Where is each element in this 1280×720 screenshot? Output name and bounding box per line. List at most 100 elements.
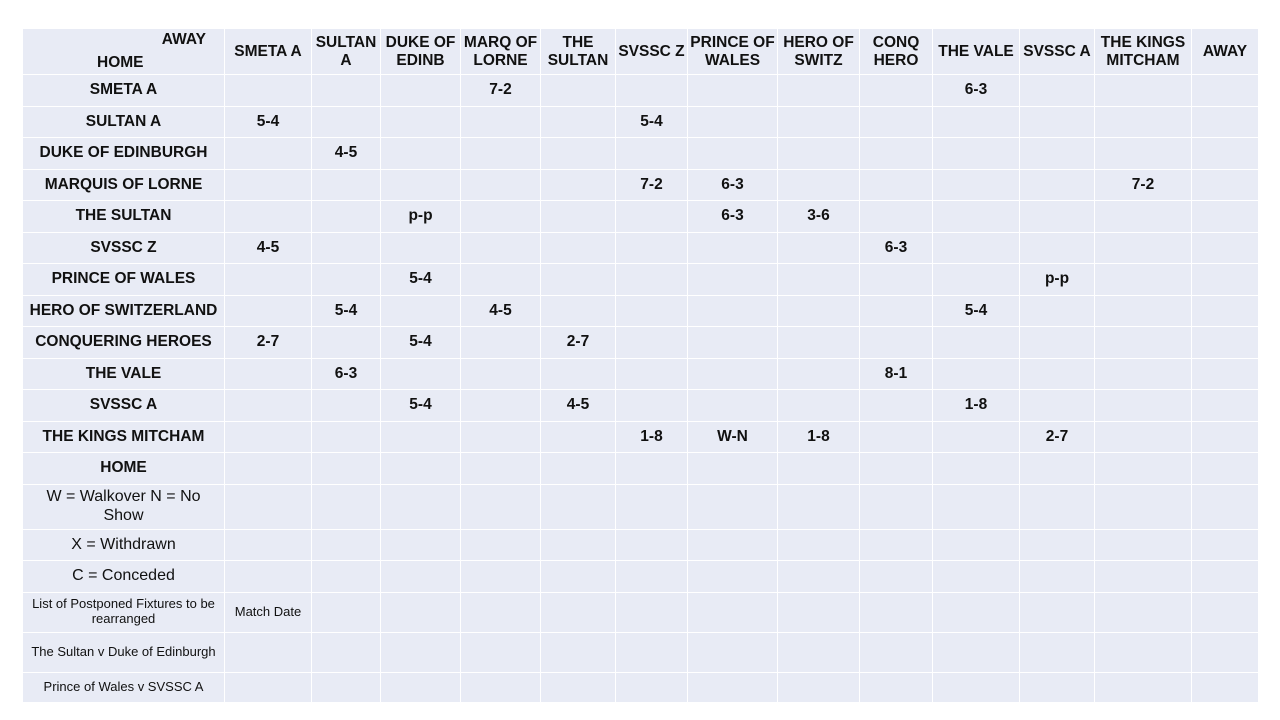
empty-cell [225,453,312,485]
column-header: SULTAN A [312,29,381,75]
result-cell [461,169,541,201]
result-cell [860,295,933,327]
result-cell [312,264,381,296]
result-cell: 6-3 [312,358,381,390]
result-cell: 7-2 [1095,169,1192,201]
empty-cell [1095,592,1192,633]
result-cell: 5-4 [616,106,688,138]
empty-cell [312,484,381,530]
result-cell: 6-3 [688,201,778,233]
result-cell [688,75,778,107]
empty-cell [616,632,688,673]
table-row: SVSSC A 5-4 4-5 1-8 [23,390,1259,422]
result-cell [312,106,381,138]
result-cell: 4-5 [225,232,312,264]
table-row: SVSSC Z 4-5 6-3 [23,232,1259,264]
empty-cell [860,484,933,530]
empty-cell [461,672,541,703]
empty-cell [1020,632,1095,673]
empty-cell [933,632,1020,673]
column-header: THE VALE [933,29,1020,75]
empty-cell [381,672,461,703]
empty-cell [461,592,541,633]
result-cell [860,75,933,107]
result-cell: 5-4 [225,106,312,138]
result-cell [1192,232,1259,264]
home-axis-label: HOME [97,54,144,72]
table-row: DUKE OF EDINBURGH 4-5 [23,138,1259,170]
empty-cell [1020,453,1095,485]
result-cell [688,358,778,390]
result-cell [860,421,933,453]
result-cell [225,75,312,107]
empty-cell [688,632,778,673]
home-team-label: MARQUIS OF LORNE [23,169,225,201]
result-cell [1192,421,1259,453]
result-cell [933,327,1020,359]
empty-cell [933,592,1020,633]
result-cell [541,358,616,390]
result-cell: p-p [1020,264,1095,296]
result-cell: 5-4 [381,327,461,359]
empty-cell [1192,484,1259,530]
empty-cell [461,561,541,593]
result-cell [933,421,1020,453]
result-cell [1095,295,1192,327]
empty-cell [1095,453,1192,485]
legend-conceded-text: C = Conceded [23,561,225,593]
result-cell [1020,75,1095,107]
result-cell [381,75,461,107]
empty-cell [933,672,1020,703]
home-team-label: CONQUERING HEROES [23,327,225,359]
column-header: HERO OF SWITZ [778,29,860,75]
result-cell [933,358,1020,390]
result-cell [933,264,1020,296]
result-cell: 1-8 [933,390,1020,422]
empty-cell [688,453,778,485]
empty-cell [933,561,1020,593]
result-cell [933,201,1020,233]
result-cell [461,327,541,359]
result-cell [1020,232,1095,264]
result-cell [616,358,688,390]
empty-cell [1020,672,1095,703]
result-cell [312,390,381,422]
result-cell [1192,106,1259,138]
home-team-label: SVSSC Z [23,232,225,264]
column-header: THE SULTAN [541,29,616,75]
empty-cell [1095,632,1192,673]
home-team-label: PRINCE OF WALES [23,264,225,296]
postponed-fixture: Prince of Wales v SVSSC A [23,672,225,703]
result-cell [225,421,312,453]
result-cell: 7-2 [461,75,541,107]
empty-cell [225,529,312,561]
result-cell [1095,75,1192,107]
result-cell [616,138,688,170]
empty-cell [225,632,312,673]
empty-cell [381,632,461,673]
empty-cell [778,529,860,561]
home-footer-label: HOME [23,453,225,485]
empty-cell [688,529,778,561]
result-cell [860,106,933,138]
empty-cell [541,529,616,561]
result-cell [860,201,933,233]
postponed-title: List of Postponed Fixtures to be rearran… [23,592,225,633]
match-date-header: Match Date [225,592,312,633]
result-cell [381,106,461,138]
result-cell [688,295,778,327]
empty-cell [1095,672,1192,703]
result-cell [860,138,933,170]
result-cell [225,295,312,327]
empty-cell [616,672,688,703]
result-cell [860,327,933,359]
result-cell [312,232,381,264]
result-cell: 5-4 [312,295,381,327]
empty-cell [1020,592,1095,633]
result-cell: 5-4 [933,295,1020,327]
result-cell [312,421,381,453]
empty-cell [860,529,933,561]
result-cell [616,390,688,422]
empty-cell [688,484,778,530]
result-cell [312,75,381,107]
